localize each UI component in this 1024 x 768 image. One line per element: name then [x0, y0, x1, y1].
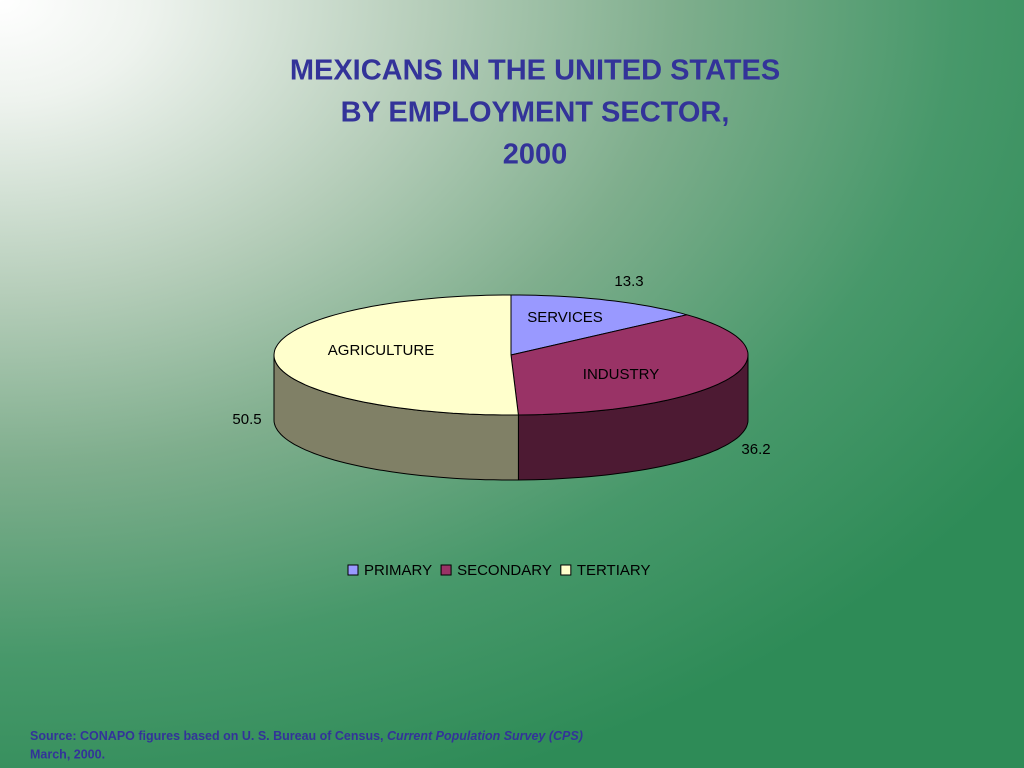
slice-label: INDUSTRY — [583, 366, 659, 383]
legend-label: SECONDARY — [457, 562, 552, 579]
source-date: March, 2000. — [30, 747, 105, 761]
source-note: Source: CONAPO figures based on U. S. Bu… — [30, 729, 583, 743]
source-italic: Current Population Survey (CPS) — [387, 729, 583, 743]
legend-swatch — [560, 564, 572, 576]
chart-title: 2000 — [503, 139, 568, 171]
value-label: 50.5 — [232, 411, 261, 428]
slice — [273, 294, 519, 416]
slice — [510, 314, 749, 416]
chart-title: BY EMPLOYMENT SECTOR, — [341, 97, 730, 129]
value-label: 13.3 — [614, 273, 643, 290]
legend: PRIMARY SECONDARY TERTIARY — [347, 562, 651, 579]
chart-title: MEXICANS IN THE UNITED STATES — [290, 55, 780, 87]
legend-swatch — [440, 564, 452, 576]
slice — [510, 294, 687, 356]
slice-label: SERVICES — [527, 309, 603, 326]
legend-label: TERTIARY — [577, 562, 651, 579]
pie-chart: 13.3 SERVICES 36.2 INDUSTRY 50.5 AGRICULTURE — [232, 273, 771, 481]
legend-label: PRIMARY — [364, 562, 432, 579]
legend-swatch — [347, 564, 359, 576]
slice-label: AGRICULTURE — [328, 342, 434, 359]
source-text: Source: CONAPO figures based on U. S. Bu… — [30, 729, 384, 743]
value-label: 36.2 — [741, 441, 770, 458]
